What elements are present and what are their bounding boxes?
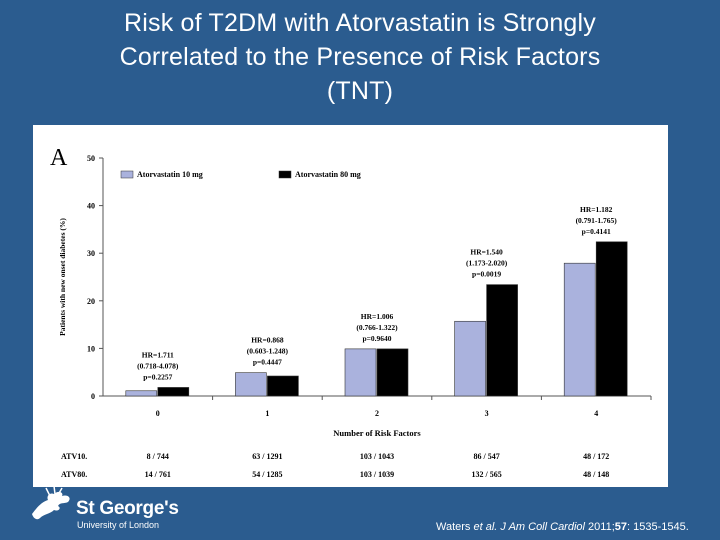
bar-atv10-cat-0 <box>125 390 158 397</box>
x-tick-label: 3 <box>485 409 489 418</box>
hr-annotation-line: HR=1.182 <box>580 205 613 214</box>
bar-atv10-cat-3 <box>454 320 486 397</box>
bar-atv80-cat-2 <box>376 348 409 397</box>
table-cell: 103 / 1039 <box>360 470 394 479</box>
logo-sub: University of London <box>77 520 160 530</box>
title-line-3: (TNT) <box>326 77 394 105</box>
hr-annotation-line: p=0.0019 <box>472 270 501 279</box>
title-line-2: Correlated to the Presence of Risk Facto… <box>119 43 601 71</box>
y-tick-label: 30 <box>87 249 95 258</box>
y-axis-label: Patients with new onset diabetes (%) <box>58 218 67 336</box>
citation: Waters et al. J Am Coll Cardiol 2011;57:… <box>436 521 689 533</box>
table-cell: 14 / 761 <box>145 470 171 479</box>
table-cell: 8 / 744 <box>147 452 169 461</box>
x-tick-label: 2 <box>375 409 379 418</box>
y-tick-label: 20 <box>87 297 95 306</box>
y-tick-label: 0 <box>91 392 95 401</box>
bar-atv80-cat-0 <box>157 387 190 397</box>
x-tick-label: 1 <box>265 409 269 418</box>
hr-annotation-line: HR=0.868 <box>251 336 284 345</box>
citation-year: 2011; <box>584 521 615 533</box>
hr-annotation-line: (0.603-1.248) <box>247 347 289 356</box>
citation-journal: J Am Coll Cardiol <box>497 521 585 533</box>
bar-atv80-cat-1 <box>267 375 299 397</box>
hr-annotation-line: (0.791-1.765) <box>576 216 618 225</box>
bar-atv10-cat-1 <box>235 372 267 397</box>
hr-annotation-line: HR=1.540 <box>470 248 503 257</box>
table-cell: 48 / 148 <box>583 470 609 479</box>
citation-etal: et al. <box>473 521 498 533</box>
legend-label-atv80: Atorvastatin 80 mg <box>295 170 361 179</box>
y-tick-label: 40 <box>87 202 95 211</box>
citation-authors: Waters <box>436 521 474 533</box>
bar-atv10-cat-4 <box>563 262 596 397</box>
hr-annotation-line: (1.173-2.020) <box>466 259 508 268</box>
hr-annotation-line: (0.718-4.078) <box>137 361 179 370</box>
x-axis-label: Number of Risk Factors <box>333 428 421 438</box>
y-tick-label: 50 <box>87 154 95 163</box>
hr-annotation-line: HR=1.006 <box>361 312 394 321</box>
table-cell: 103 / 1043 <box>360 452 394 461</box>
st-georges-logo: St George's University of London <box>28 482 198 534</box>
dragon-icon <box>32 485 70 520</box>
x-tick-label: 0 <box>156 409 160 418</box>
citation-volume: 57 <box>614 521 628 533</box>
table-row-label: ATV80. <box>61 470 87 479</box>
table-cell: 132 / 565 <box>471 470 501 479</box>
table-cell: 63 / 1291 <box>252 452 282 461</box>
bar-atv80-cat-3 <box>486 284 518 397</box>
slide-title: Risk of T2DM with Atorvastatin is Strong… <box>0 6 720 108</box>
table-cell: 48 / 172 <box>583 452 609 461</box>
table-row-label: ATV10. <box>61 452 87 461</box>
hr-annotation-line: p=0.9640 <box>362 334 391 343</box>
y-tick-label: 10 <box>87 344 95 353</box>
table-cell: 54 / 1285 <box>252 470 282 479</box>
legend-swatch-atv10 <box>120 170 134 179</box>
legend-swatch-atv80 <box>278 170 292 179</box>
citation-pages: : 1535-1545. <box>627 521 689 533</box>
logo-name: St George's <box>76 498 179 519</box>
hr-annotation-line: p=0.4447 <box>253 358 282 367</box>
table-cell: 86 / 547 <box>473 452 499 461</box>
title-line-1: Risk of T2DM with Atorvastatin is Strong… <box>124 9 596 37</box>
hr-annotation-line: (0.766-1.322) <box>356 323 398 332</box>
panel-letter: A <box>50 145 68 171</box>
x-tick-label: 4 <box>594 409 598 418</box>
hr-annotation-line: HR=1.711 <box>142 350 174 359</box>
hr-annotation-line: p=0.4141 <box>582 227 611 236</box>
bar-atv80-cat-4 <box>595 241 628 397</box>
hr-annotation-line: p=0.2257 <box>143 372 172 381</box>
figure-panel: A 0 10 20 30 40 50 Patients with new onset dia… <box>33 125 668 487</box>
legend-label-atv10: Atorvastatin 10 mg <box>137 170 203 179</box>
bar-atv10-cat-2 <box>344 348 377 397</box>
